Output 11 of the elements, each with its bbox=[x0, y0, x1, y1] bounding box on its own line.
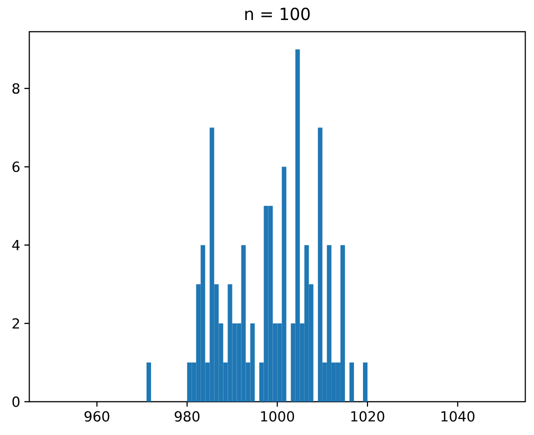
x-tick-label: 960 bbox=[84, 411, 110, 422]
y-tick-label: 4 bbox=[12, 240, 20, 250]
x-tick-label: 980 bbox=[174, 411, 200, 422]
chart-title: n = 100 bbox=[245, 8, 310, 20]
y-tick-label: 6 bbox=[12, 162, 20, 172]
y-tick-label: 0 bbox=[12, 396, 20, 407]
x-tick-label: 1040 bbox=[442, 411, 474, 422]
x-tick-label: 1020 bbox=[351, 411, 384, 422]
y-tick-label: 8 bbox=[12, 83, 20, 94]
x-tick-label: 1000 bbox=[261, 411, 294, 422]
y-tick-label: 2 bbox=[12, 318, 19, 329]
